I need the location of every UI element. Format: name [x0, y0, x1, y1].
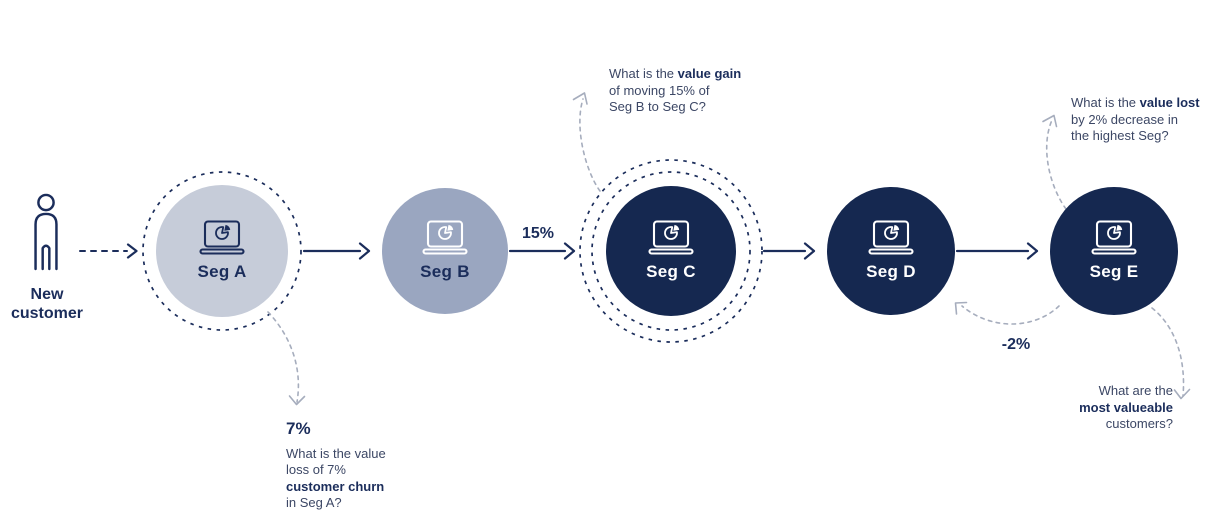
annotation-text: of moving 15% of — [609, 82, 710, 98]
segment-node-a: Seg A — [156, 185, 288, 317]
arrow-c-to-d-head-icon — [803, 242, 816, 260]
laptop-pie-chart-icon — [199, 220, 245, 255]
segment-node-b: Seg B — [382, 188, 508, 314]
annotation-most-valuable: What are the most valueable customers? — [1037, 383, 1173, 433]
laptop-pie-chart-icon — [648, 220, 694, 255]
annotation-text: by 2% decrease in — [1071, 111, 1178, 127]
most-valuable-curve — [1151, 307, 1185, 397]
laptop-pie-chart-icon — [868, 220, 914, 255]
segment-label-c: Seg C — [646, 262, 696, 281]
value-gain-arrowhead-icon — [572, 92, 588, 105]
annotation-bold-text: value gain — [677, 66, 742, 81]
annotation-value-gain: What is the value gain of moving 15% of … — [609, 66, 741, 116]
segment-node-d: Seg D — [827, 187, 955, 315]
laptop-pie-chart-icon — [1091, 220, 1137, 255]
annotation-text: loss of 7% — [286, 462, 346, 477]
annotation-value-lost: What is the value lost by 2% decrease in… — [1071, 95, 1200, 145]
arrow-b-to-c-head-icon — [563, 242, 576, 260]
decrease-curve — [961, 305, 1060, 325]
laptop-pie-chart-icon — [422, 220, 468, 255]
person-icon — [34, 193, 58, 271]
annotation-text: What is the value — [286, 445, 386, 461]
annotation-bold-text: most valueable — [1079, 399, 1173, 415]
annotation-text: Seg B to Seg C? — [609, 99, 706, 114]
churn-curve — [267, 311, 300, 403]
annotation-text: the highest Seg? — [1071, 128, 1169, 143]
move-percentage-label: 15% — [521, 225, 555, 242]
decrease-percentage-label: -2% — [1001, 336, 1031, 353]
new-customer-label: New customer — [10, 286, 84, 323]
segment-label-d: Seg D — [866, 262, 916, 281]
arrow-a-to-b-head-icon — [358, 242, 371, 260]
annotation-text: customers? — [1105, 416, 1173, 431]
seg-c-outer-dashed-ring — [579, 159, 763, 343]
annotation-bold-text: customer churn — [286, 478, 385, 494]
annotation-text: What is the — [1071, 95, 1140, 110]
churn-arrowhead-icon — [288, 395, 306, 406]
annotation-text: in Seg A? — [286, 495, 342, 510]
segment-node-e: Seg E — [1050, 187, 1178, 315]
arrow-d-to-e-head-icon — [1026, 242, 1039, 260]
annotation-text: What is the — [609, 66, 678, 81]
seg-a-dashed-ring — [142, 171, 302, 331]
value-gain-curve — [579, 98, 601, 192]
most-valuable-arrowhead-icon — [1173, 388, 1191, 400]
annotation-bold-text: value lost — [1139, 95, 1200, 110]
segment-node-c: Seg C — [606, 186, 736, 316]
value-lost-curve — [1045, 119, 1067, 210]
annotation-text: What are the — [1098, 383, 1173, 398]
decrease-arrowhead-icon — [954, 301, 968, 315]
annotation-churn: 7% What is the value loss of 7% customer… — [286, 419, 386, 512]
segment-label-a: Seg A — [197, 262, 247, 281]
segment-label-e: Seg E — [1089, 262, 1139, 281]
seg-c-inner-dashed-ring — [591, 171, 751, 331]
churn-percentage-label: 7% — [286, 419, 311, 438]
segment-label-b: Seg B — [420, 262, 470, 281]
value-lost-arrowhead-icon — [1042, 114, 1058, 128]
new-customer-arrowhead-icon — [126, 243, 138, 259]
